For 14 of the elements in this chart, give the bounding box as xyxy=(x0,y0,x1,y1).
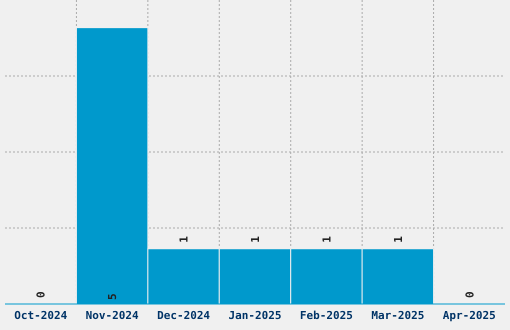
data-label: 1 xyxy=(320,236,334,243)
x-tick-label: Apr-2025 xyxy=(442,309,496,322)
x-tick-label: Oct-2024 xyxy=(14,309,68,322)
x-tick-label: Dec-2024 xyxy=(157,309,210,322)
data-label: 1 xyxy=(178,236,191,243)
x-tick-label: Mar-2025 xyxy=(371,309,424,322)
data-label: 0 xyxy=(463,291,476,298)
x-tick-label: Jan-2025 xyxy=(228,309,282,322)
data-label: 0 xyxy=(34,291,48,298)
data-label: 1 xyxy=(392,236,405,243)
x-tick-label: Feb-2025 xyxy=(300,309,353,322)
x-tick-label: Nov-2024 xyxy=(86,309,140,322)
data-label: 1 xyxy=(249,236,262,243)
data-label: 5 xyxy=(106,293,120,300)
